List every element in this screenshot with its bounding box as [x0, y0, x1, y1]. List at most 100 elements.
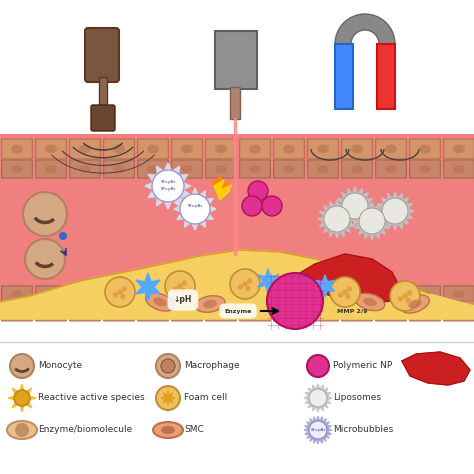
Circle shape [402, 293, 408, 299]
FancyBboxPatch shape [444, 286, 474, 302]
Circle shape [156, 354, 180, 378]
Ellipse shape [113, 165, 125, 173]
Circle shape [342, 193, 368, 219]
Ellipse shape [317, 307, 329, 315]
FancyBboxPatch shape [206, 139, 237, 159]
Circle shape [177, 283, 182, 289]
Circle shape [23, 192, 67, 236]
Ellipse shape [147, 145, 159, 154]
Ellipse shape [181, 307, 193, 315]
Polygon shape [212, 176, 230, 196]
Ellipse shape [419, 307, 431, 315]
Circle shape [230, 269, 260, 299]
Ellipse shape [385, 291, 397, 298]
Ellipse shape [215, 145, 227, 154]
Text: Monocyte: Monocyte [38, 362, 82, 371]
FancyBboxPatch shape [410, 160, 440, 178]
Ellipse shape [249, 165, 261, 173]
Text: ↓pH: ↓pH [174, 295, 192, 304]
FancyBboxPatch shape [342, 139, 372, 159]
FancyBboxPatch shape [410, 286, 440, 302]
Ellipse shape [11, 291, 23, 298]
FancyBboxPatch shape [85, 28, 119, 82]
FancyBboxPatch shape [376, 301, 406, 321]
Ellipse shape [351, 165, 363, 173]
Ellipse shape [351, 307, 363, 315]
Ellipse shape [401, 295, 429, 313]
Text: SMC: SMC [184, 426, 204, 435]
FancyBboxPatch shape [172, 160, 202, 178]
FancyBboxPatch shape [137, 286, 168, 302]
Text: Enzyme: Enzyme [224, 309, 252, 313]
FancyBboxPatch shape [2, 139, 32, 159]
FancyBboxPatch shape [308, 160, 338, 178]
Ellipse shape [45, 307, 57, 315]
Circle shape [161, 359, 175, 373]
Circle shape [330, 277, 360, 307]
FancyBboxPatch shape [172, 139, 202, 159]
FancyBboxPatch shape [240, 286, 270, 302]
FancyBboxPatch shape [376, 286, 406, 302]
Text: Enzyme/biomolecule: Enzyme/biomolecule [38, 426, 132, 435]
Ellipse shape [453, 165, 465, 173]
FancyBboxPatch shape [273, 286, 304, 302]
Text: Liposomes: Liposomes [333, 393, 381, 402]
Text: MMP 2/9: MMP 2/9 [337, 309, 367, 313]
Ellipse shape [385, 307, 397, 315]
Ellipse shape [45, 165, 57, 173]
Circle shape [165, 271, 195, 301]
Circle shape [347, 286, 352, 292]
Circle shape [113, 292, 118, 298]
FancyBboxPatch shape [444, 139, 474, 159]
Ellipse shape [195, 296, 225, 312]
FancyBboxPatch shape [206, 160, 237, 178]
FancyBboxPatch shape [410, 301, 440, 321]
Bar [377, 44, 395, 109]
FancyBboxPatch shape [206, 301, 237, 321]
Ellipse shape [146, 293, 174, 311]
Ellipse shape [419, 291, 431, 298]
Circle shape [173, 286, 178, 292]
Circle shape [345, 294, 351, 299]
Ellipse shape [203, 300, 217, 308]
Polygon shape [8, 384, 36, 412]
Circle shape [182, 280, 187, 286]
Text: Polymeric NP: Polymeric NP [333, 362, 392, 371]
Ellipse shape [249, 291, 261, 298]
Polygon shape [304, 384, 332, 412]
Circle shape [242, 281, 248, 287]
FancyBboxPatch shape [70, 139, 100, 159]
Circle shape [359, 208, 385, 234]
Ellipse shape [161, 426, 175, 434]
Ellipse shape [181, 165, 193, 173]
Circle shape [105, 277, 135, 307]
Ellipse shape [283, 307, 295, 315]
Polygon shape [295, 254, 400, 304]
Text: Foam cell: Foam cell [184, 393, 227, 402]
Ellipse shape [453, 291, 465, 298]
Ellipse shape [419, 165, 431, 173]
Bar [335, 44, 353, 109]
Circle shape [180, 194, 210, 224]
Ellipse shape [11, 145, 23, 154]
Text: SFv-pBs: SFv-pBs [187, 204, 203, 208]
Ellipse shape [113, 307, 125, 315]
FancyBboxPatch shape [206, 286, 237, 302]
FancyBboxPatch shape [308, 286, 338, 302]
Ellipse shape [215, 165, 227, 173]
Circle shape [152, 170, 184, 202]
Circle shape [25, 239, 65, 279]
Polygon shape [376, 192, 414, 230]
FancyBboxPatch shape [70, 286, 100, 302]
Circle shape [324, 206, 350, 232]
FancyBboxPatch shape [444, 160, 474, 178]
Circle shape [338, 292, 343, 298]
Circle shape [156, 386, 180, 410]
Circle shape [242, 196, 262, 216]
Text: Macrophage: Macrophage [184, 362, 240, 371]
Ellipse shape [153, 422, 183, 438]
Ellipse shape [249, 145, 261, 154]
Ellipse shape [408, 300, 422, 309]
Polygon shape [214, 180, 232, 200]
FancyBboxPatch shape [273, 139, 304, 159]
